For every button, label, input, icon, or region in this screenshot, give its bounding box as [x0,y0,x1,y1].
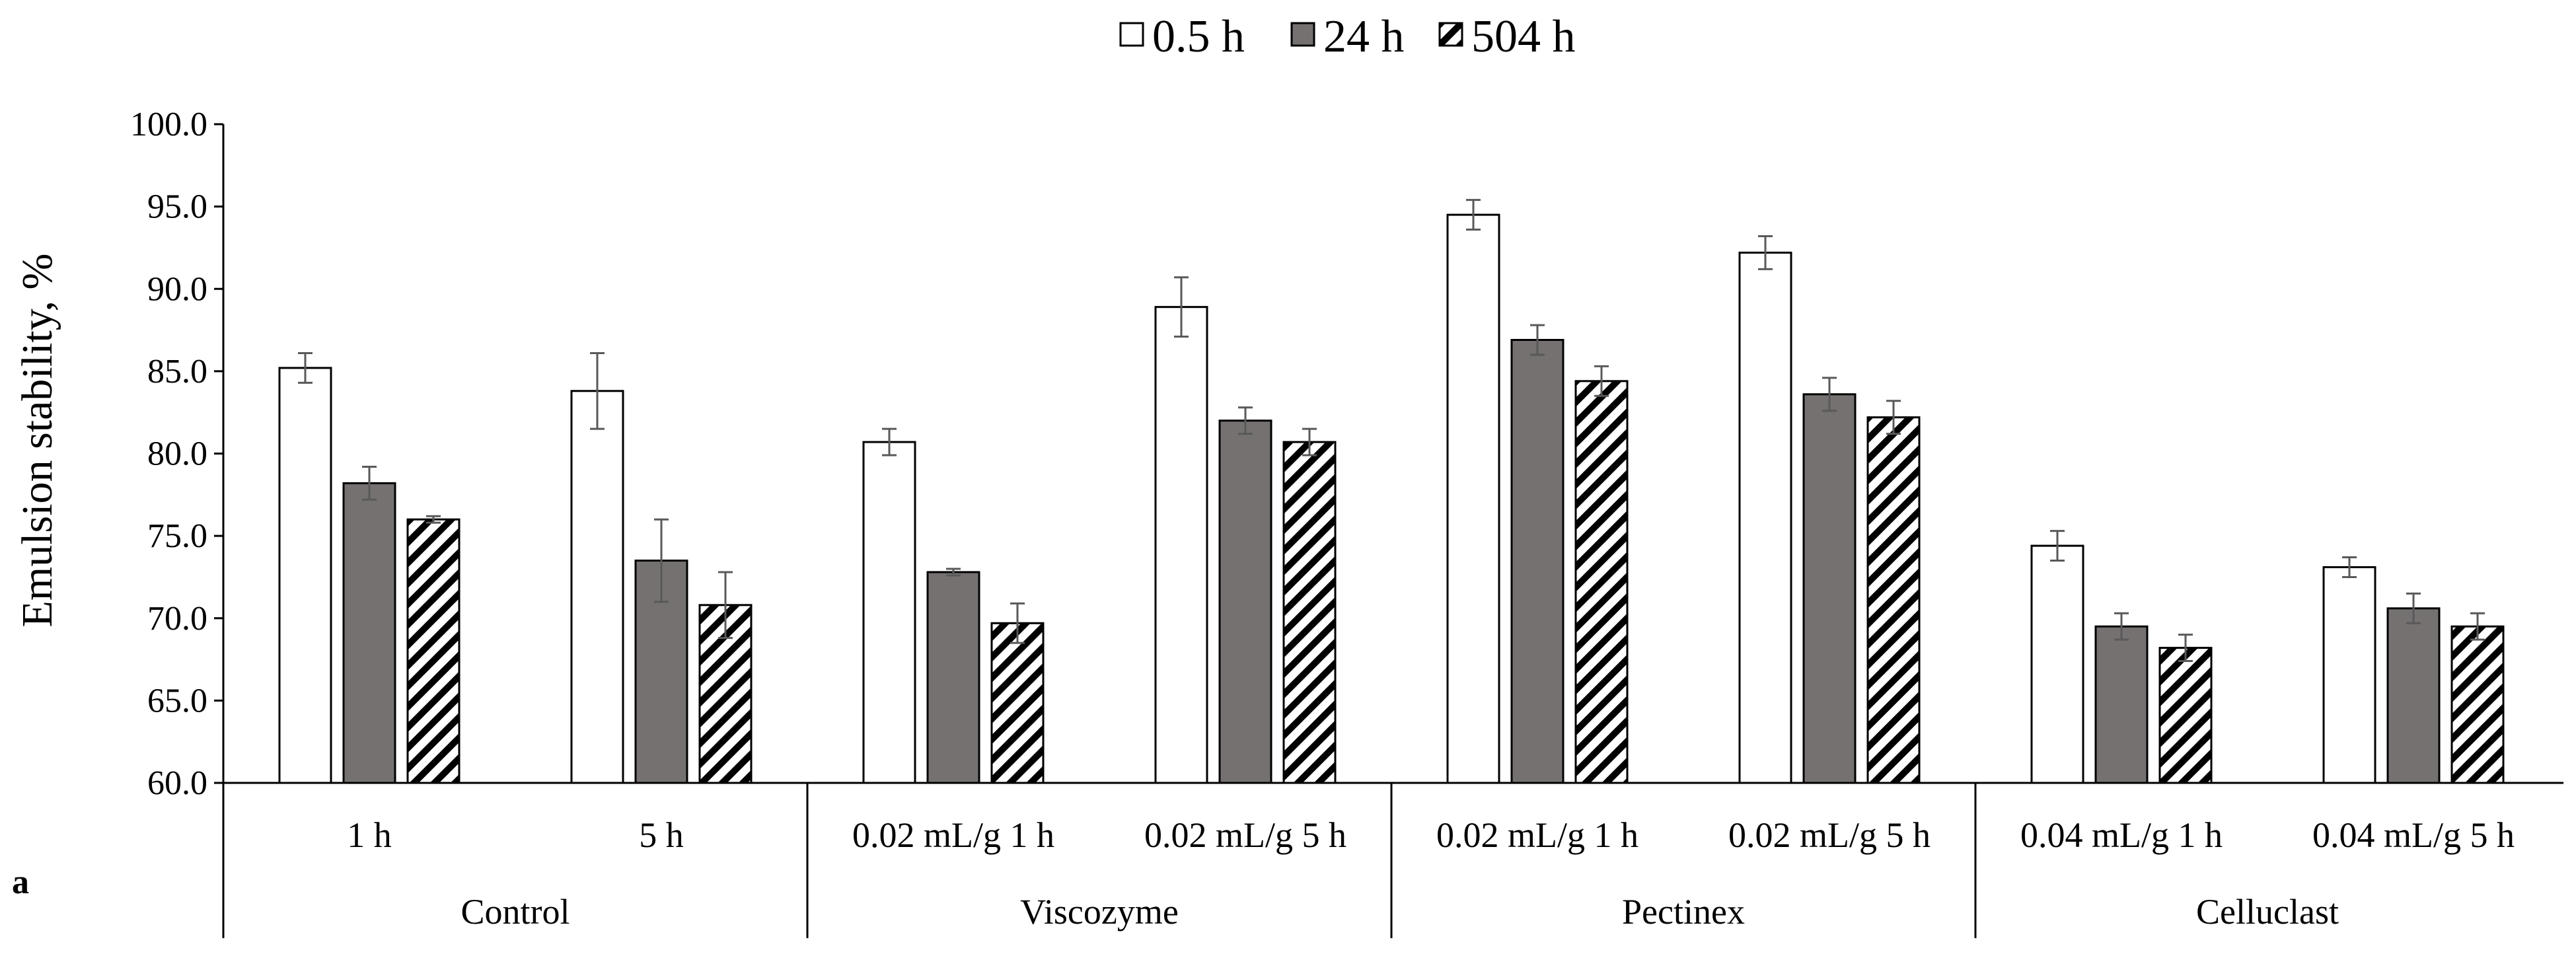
x-category-label: 5 h [639,815,684,855]
x-category-label: 0.02 mL/g 5 h [1144,815,1346,855]
error-bar [1886,400,1901,435]
error-bar [1174,276,1189,338]
y-tick-label: 65.0 [147,682,207,719]
bar-24h-7 [2386,607,2441,784]
error-bar [2178,634,2193,663]
bar-504h-7 [2450,625,2505,784]
legend-item: 504 h [1438,11,1576,62]
y-tick-label: 80.0 [147,435,207,473]
panel-label: a [12,864,29,901]
error-bar [298,351,313,384]
x-group-label: Pectinex [1622,892,1745,932]
y-axis-title: Emulsion stability, % [13,254,61,628]
y-axis: 60.0 65.0 70.0 75.0 80.0 85.0 90.0 95.0 100.0 Emu… [13,106,225,938]
legend-item: 24 h [1290,11,1405,62]
error-bar [1822,377,1837,412]
x-group-label: Control [460,892,570,932]
x-axis: 1 h 5 h 0.02 mL/g 1 h 0.02 mL/g 5 h 0.02 mL/… [223,782,2563,938]
error-bar [1466,199,1481,231]
y-tick-label: 95.0 [147,188,207,226]
bars [278,213,2505,784]
legend-label: 0.5 h [1152,11,1245,62]
x-category-label: 1 h [347,815,392,855]
error-bar [2406,592,2421,624]
y-tick-label: 75.0 [147,517,207,555]
error-bar [362,465,377,501]
error-bar [882,427,897,457]
legend-label: 504 h [1471,11,1576,62]
error-bar [1302,427,1317,457]
bar-24h-4 [1510,339,1564,784]
bar-0_5h-6 [2030,544,2084,784]
bar-0_5h-4 [1446,213,1500,784]
x-category-label: 0.04 mL/g 5 h [2312,815,2515,855]
y-tick-label: 85.0 [147,353,207,390]
x-group-label: Celluclast [2196,892,2339,932]
x-category-label: 0.02 mL/g 5 h [1728,815,1931,855]
y-tick-label: 60.0 [147,764,207,802]
legend-swatch [1119,22,1144,47]
x-group-label: Viscozyme [1020,892,1179,932]
legend: 0.5 h 24 h 504 h [1119,11,1576,62]
error-bar [426,515,441,524]
bar-504h-4 [1574,380,1629,784]
error-bar [590,351,605,430]
bar-504h-5 [1866,416,1921,784]
bar-504h-3 [1282,441,1337,784]
x-category-label: 0.02 mL/g 1 h [1436,815,1638,855]
error-bars [298,199,2485,663]
error-bar [2114,612,2129,641]
bar-24h-6 [2094,625,2149,784]
error-bar [1758,235,1773,270]
legend-swatch [1438,22,1463,47]
error-bar [1010,602,1025,644]
bar-0_5h-5 [1738,251,1792,784]
bar-24h-3 [1218,420,1272,784]
bar-24h-5 [1802,393,1857,784]
legend-swatch [1290,22,1315,47]
error-bar [1594,365,1609,397]
error-bar [2050,530,2065,562]
error-bar [2342,556,2357,578]
bar-504h-2 [990,622,1045,784]
x-category-label: 0.02 mL/g 1 h [852,815,1054,855]
bar-0_5h-3 [1154,306,1208,784]
error-bar [1238,406,1253,435]
legend-label: 24 h [1323,11,1405,62]
error-bar [1530,324,1545,356]
error-bar [654,518,669,603]
bar-24h-0 [342,482,396,784]
bar-0_5h-0 [278,367,332,784]
error-bar [2470,612,2485,641]
error-bar [946,568,961,577]
bar-0_5h-7 [2322,566,2376,784]
legend-item: 0.5 h [1119,11,1245,62]
error-bar [718,571,733,640]
bar-0_5h-2 [862,441,916,784]
x-category-label: 0.04 mL/g 1 h [2020,815,2223,855]
y-tick-label: 100.0 [130,106,207,143]
bar-504h-0 [406,518,460,784]
y-tick-label: 70.0 [147,600,207,638]
bar-0_5h-1 [570,390,624,784]
bar-24h-2 [926,571,980,784]
bar-504h-6 [2158,647,2213,784]
y-tick-label: 90.0 [147,270,207,308]
